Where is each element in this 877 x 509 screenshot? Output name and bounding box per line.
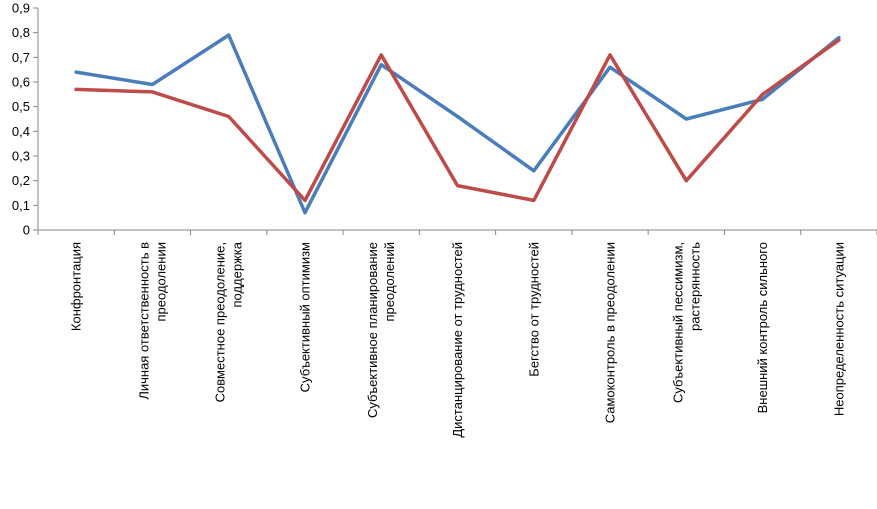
series-1-point <box>684 117 688 121</box>
x-category-label-line: преодолении <box>153 242 168 322</box>
series-2-point <box>379 53 383 57</box>
series-2-point <box>150 90 154 94</box>
series-2-point <box>74 87 78 91</box>
y-tick-label: 0,5 <box>12 99 30 114</box>
series-line-2 <box>74 38 841 203</box>
x-category-label: Внешний контроль сильного <box>755 242 770 413</box>
series-1-point <box>456 115 459 119</box>
series-1-point <box>379 63 383 67</box>
y-axis-tick-labels: 0 0,1 0,2 0,3 0,4 0,5 0,6 0,7 0,8 0,9 <box>12 1 30 238</box>
y-tick-label: 0,9 <box>12 1 30 16</box>
x-category-label: Дистанцирование от трудностей <box>450 242 465 438</box>
x-category-label: Субъективный оптимизм <box>298 242 313 392</box>
y-tick-label: 0,1 <box>12 198 30 213</box>
series-2-point <box>837 38 841 42</box>
series-2-point <box>303 198 307 202</box>
x-category-label-line: Конфронтация <box>69 242 84 331</box>
x-category-label: Неопределенность ситуации <box>831 242 846 416</box>
x-axis-category-labels: Конфронтация Личная ответственность в прео… <box>69 241 847 437</box>
x-category-label: Субъективное планирование преодолений <box>365 242 397 418</box>
y-tick-label: 0,7 <box>12 50 30 65</box>
x-category-label: Совместное преодоление, поддержка <box>213 241 245 402</box>
x-category-label-line: Дистанцирование от трудностей <box>450 242 465 438</box>
series-2-point <box>684 179 688 183</box>
x-category-label-line: Личная ответственность в <box>136 242 151 400</box>
series-2-point <box>456 184 459 188</box>
x-category-label-line: растерянность <box>687 242 702 331</box>
series-1-point <box>303 211 307 215</box>
series-1-point <box>227 33 231 37</box>
x-category-label-line: Самоконтроль в преодолении <box>603 242 618 423</box>
x-category-label: Самоконтроль в преодолении <box>603 242 618 423</box>
x-category-label-line: преодолений <box>382 242 397 322</box>
chart-axes <box>33 7 877 235</box>
x-category-label-line: Совместное преодоление, <box>213 242 228 402</box>
series-1-point <box>150 82 154 86</box>
x-category-label-line: поддержка <box>230 241 245 307</box>
series-1-point <box>837 36 841 40</box>
series-2-point <box>227 115 231 119</box>
x-category-label-line: Внешний контроль сильного <box>755 242 770 413</box>
y-tick-label: 0,2 <box>12 173 30 188</box>
y-tick-label: 0,6 <box>12 75 30 90</box>
x-category-label-line: Субъективное планирование <box>365 242 380 418</box>
series-lines <box>74 33 841 215</box>
y-tick-label: 0 <box>23 223 30 238</box>
series-1-point <box>608 65 612 69</box>
series-1-point <box>532 169 536 173</box>
y-tick-label: 0,3 <box>12 149 30 164</box>
x-category-label: Конфронтация <box>69 242 84 331</box>
y-tick-label: 0,8 <box>12 25 30 40</box>
x-category-label: Субъективный пессимизм, растерянность <box>670 242 702 403</box>
series-2-point <box>532 198 536 202</box>
x-category-label-line: Субъективный пессимизм, <box>670 242 685 403</box>
y-tick-label: 0,4 <box>12 124 30 139</box>
series-1-point <box>761 97 765 101</box>
series-2-point <box>608 53 612 57</box>
x-category-label: Личная ответственность в преодолении <box>136 242 168 400</box>
x-category-label-line: Бегство от трудностей <box>526 242 541 377</box>
x-category-label-line: Неопределенность ситуации <box>831 242 846 416</box>
series-2-point <box>761 92 765 96</box>
x-category-label-line: Субъективный оптимизм <box>298 242 313 392</box>
series-1-point <box>74 70 78 74</box>
x-category-label: Бегство от трудностей <box>526 242 541 377</box>
